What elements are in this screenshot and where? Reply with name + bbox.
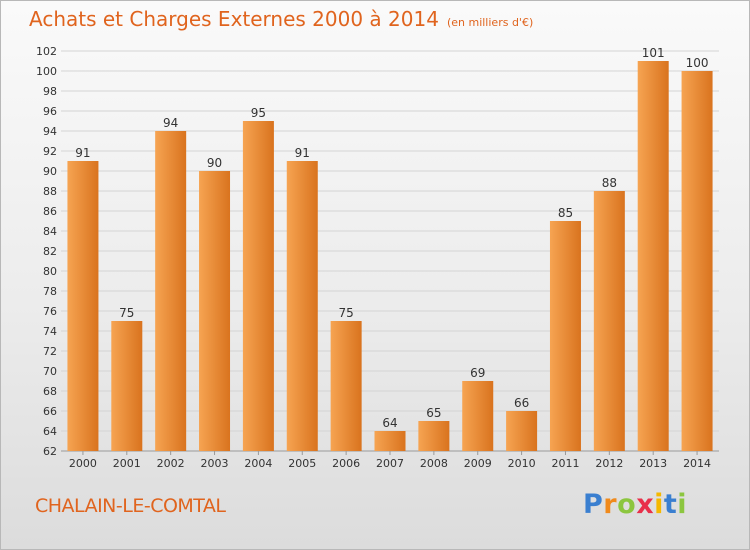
bar xyxy=(506,411,538,451)
y-tick-label: 70 xyxy=(43,365,57,378)
data-label: 95 xyxy=(251,106,266,120)
y-tick-label: 62 xyxy=(43,445,57,458)
bar xyxy=(418,421,450,451)
data-label: 88 xyxy=(602,176,617,190)
y-tick-label: 82 xyxy=(43,245,57,258)
data-label: 65 xyxy=(426,406,441,420)
y-tick-label: 102 xyxy=(36,45,57,58)
y-tick-label: 96 xyxy=(43,105,57,118)
data-label: 66 xyxy=(514,396,529,410)
x-tick-label: 2011 xyxy=(551,457,579,470)
bars xyxy=(67,61,713,451)
data-label: 75 xyxy=(119,306,134,320)
y-tick-label: 72 xyxy=(43,345,57,358)
data-label: 69 xyxy=(470,366,485,380)
y-tick-label: 64 xyxy=(43,425,57,438)
data-label: 90 xyxy=(207,156,222,170)
x-tick-label: 2012 xyxy=(595,457,623,470)
y-tick-label: 84 xyxy=(43,225,57,238)
x-tick-label: 2014 xyxy=(683,457,711,470)
y-tick-label: 68 xyxy=(43,385,57,398)
y-axis-ticks: 62 64 66 68 70 72 74 76 78 80 82 84 86 88 90 92 94 96 98 10… xyxy=(36,45,57,458)
data-label: 91 xyxy=(75,146,90,160)
data-label: 91 xyxy=(295,146,310,160)
x-tick-label: 2005 xyxy=(288,457,316,470)
data-label: 100 xyxy=(686,56,709,70)
proxiti-logo: Proxiti xyxy=(583,489,687,520)
bar xyxy=(286,161,318,451)
chart-title: Achats et Charges Externes 2000 à 2014 (e… xyxy=(29,7,533,31)
bar xyxy=(67,161,99,451)
bar xyxy=(549,221,581,451)
logo-letter: t xyxy=(663,489,678,520)
bar xyxy=(330,321,362,451)
bar xyxy=(593,191,625,451)
logo-letter: i xyxy=(654,489,664,520)
unit-text: (en milliers d'€) xyxy=(446,16,534,29)
bar xyxy=(462,381,494,451)
bar xyxy=(374,431,406,451)
bar xyxy=(242,121,274,451)
y-tick-label: 80 xyxy=(43,265,57,278)
data-label: 64 xyxy=(382,416,397,430)
x-tick-label: 2010 xyxy=(508,457,536,470)
data-label: 85 xyxy=(558,206,573,220)
y-tick-label: 100 xyxy=(36,65,57,78)
data-labels: 91 75 94 90 95 91 75 64 65 69 66 85 88 101 100 xyxy=(75,46,708,430)
x-tick-label: 2000 xyxy=(69,457,97,470)
bar xyxy=(681,71,713,451)
bar xyxy=(111,321,143,451)
logo-letter: i xyxy=(677,489,688,520)
y-tick-label: 88 xyxy=(43,185,57,198)
x-tick-label: 2009 xyxy=(464,457,492,470)
x-tick-label: 2004 xyxy=(244,457,272,470)
x-tick-label: 2007 xyxy=(376,457,404,470)
logo-letter: o xyxy=(617,489,637,520)
y-tick-label: 92 xyxy=(43,145,57,158)
y-tick-label: 94 xyxy=(43,125,57,138)
y-tick-label: 66 xyxy=(43,405,57,418)
bar xyxy=(199,171,231,451)
data-label: 101 xyxy=(642,46,665,60)
y-tick-label: 86 xyxy=(43,205,57,218)
logo-letter: P xyxy=(583,489,604,520)
x-tick-label: 2008 xyxy=(420,457,448,470)
y-tick-label: 74 xyxy=(43,325,57,338)
data-label: 75 xyxy=(338,306,353,320)
x-axis-ticks: 2000 2001 2002 2003 2004 2005 2006 2007 2008 2009… xyxy=(69,451,711,470)
city-name: CHALAIN-LE-COMTAL xyxy=(35,495,226,517)
bar xyxy=(637,61,669,451)
title-text: Achats et Charges Externes 2000 à 2014 xyxy=(29,7,439,31)
x-tick-label: 2006 xyxy=(332,457,360,470)
logo-letter: x xyxy=(636,489,655,520)
x-tick-label: 2013 xyxy=(639,457,667,470)
x-tick-label: 2003 xyxy=(201,457,229,470)
x-tick-label: 2001 xyxy=(113,457,141,470)
y-tick-label: 98 xyxy=(43,85,57,98)
y-tick-label: 76 xyxy=(43,305,57,318)
y-tick-label: 78 xyxy=(43,285,57,298)
bar xyxy=(155,131,187,451)
data-label: 94 xyxy=(163,116,178,130)
logo-letter: r xyxy=(603,489,618,520)
x-tick-label: 2002 xyxy=(157,457,185,470)
y-tick-label: 90 xyxy=(43,165,57,178)
